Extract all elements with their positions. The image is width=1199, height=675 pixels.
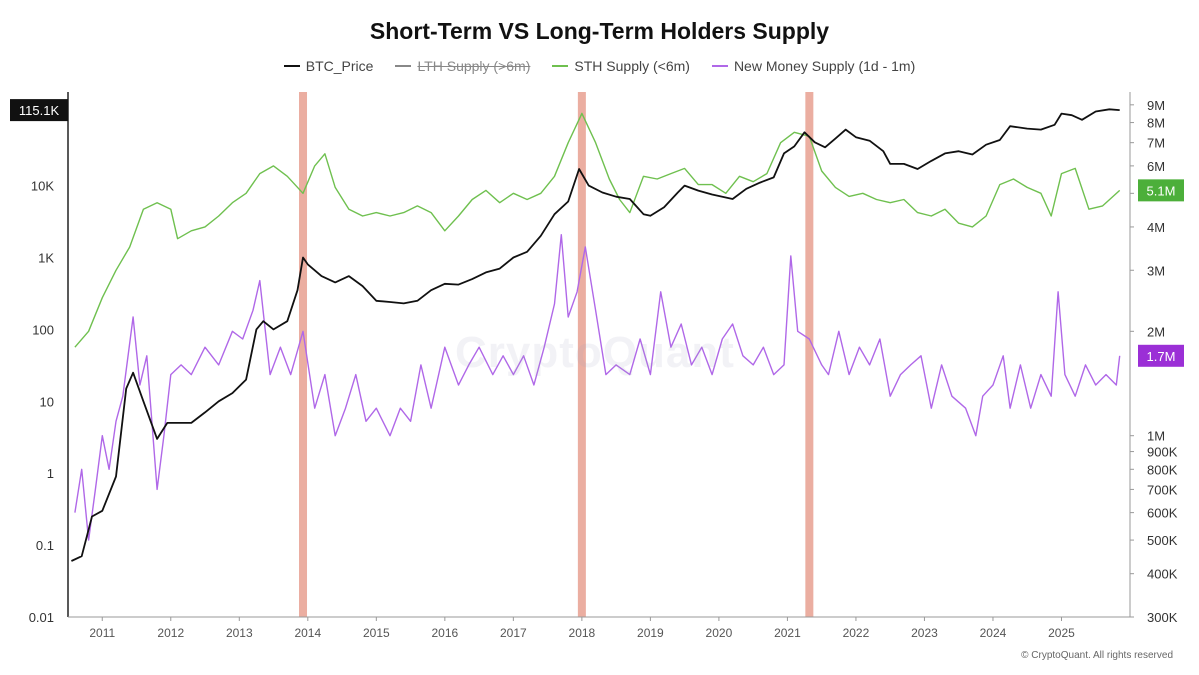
- chart-title: Short-Term VS Long-Term Holders Supply: [369, 18, 830, 44]
- y-right-tick-label: 7M: [1147, 136, 1165, 151]
- series-line: [74, 112, 1121, 348]
- legend-item[interactable]: LTH Supply (>6m): [395, 58, 530, 74]
- x-tick-label: 2015: [363, 626, 390, 640]
- btc-price-badge-label: 115.1K: [19, 103, 60, 118]
- y-right-tick-label: 9M: [1147, 98, 1165, 113]
- y-left-tick-label: 10: [40, 394, 54, 409]
- right-value-badge: [1138, 179, 1184, 202]
- right-value-badge-label: 1.7M: [1147, 349, 1176, 364]
- x-tick-label: 2011: [89, 626, 115, 640]
- y-right-tick-label: 8M: [1147, 116, 1165, 131]
- y-right-tick-label: 4M: [1147, 220, 1165, 235]
- y-right-tick-label: 6M: [1147, 159, 1165, 174]
- series-line: [74, 233, 1121, 541]
- legend-swatch: [552, 65, 569, 67]
- x-tick-label: 2012: [157, 626, 184, 640]
- y-right-tick-label: 300K: [1147, 610, 1178, 625]
- axes: 0.01 0.1 1 10 100 1K 10K 300K 400K 500K 600K 700K 80…: [29, 92, 1178, 640]
- legend-label: BTC_Price: [305, 58, 374, 74]
- y-left-tick-label: 1K: [38, 250, 54, 265]
- x-tick-label: 2020: [706, 626, 733, 640]
- x-tick-label: 2019: [637, 626, 664, 640]
- x-tick-label: 2016: [431, 626, 458, 640]
- copyright-notice: © CryptoQuant. All rights reserved: [1021, 650, 1173, 661]
- legend-swatch: [395, 65, 412, 67]
- x-tick-label: 2024: [980, 626, 1007, 640]
- right-value-badge-label: 5.1M: [1147, 183, 1176, 198]
- y-right-tick-label: 2M: [1147, 324, 1165, 339]
- x-tick-label: 2023: [911, 626, 938, 640]
- legend-swatch: [283, 65, 300, 67]
- y-right-tick-label: 400K: [1147, 567, 1178, 582]
- y-left-tick-label: 0.1: [36, 538, 54, 553]
- right-value-badge: [1138, 344, 1184, 367]
- y-right-tick-label: 900K: [1147, 445, 1178, 460]
- x-tick-label: 2017: [500, 626, 527, 640]
- legend-swatch: [711, 65, 728, 67]
- value-badges: 115.1K 5.1M 1.7M: [10, 99, 1184, 367]
- legend-label: New Money Supply (1d - 1m): [733, 58, 916, 74]
- y-left-tick-label: 1: [47, 466, 54, 481]
- highlight-band: [299, 92, 308, 617]
- x-tick-label: 2018: [569, 626, 596, 640]
- x-tick-label: 2022: [843, 626, 870, 640]
- x-tick-label: 2014: [294, 626, 321, 640]
- y-left-tick-label: 100: [32, 322, 54, 337]
- highlight-band: [805, 92, 814, 617]
- x-tick-label: 2021: [774, 626, 801, 640]
- legend-label: LTH Supply (>6m): [417, 58, 531, 74]
- highlight-bands: [299, 92, 814, 617]
- legend-item[interactable]: New Money Supply (1d - 1m): [711, 58, 916, 74]
- y-left-tick-label: 10K: [31, 179, 54, 194]
- legend-item[interactable]: STH Supply (<6m): [552, 58, 690, 74]
- highlight-band: [577, 92, 586, 617]
- x-tick-label: 2013: [226, 626, 253, 640]
- y-right-tick-label: 800K: [1147, 462, 1178, 477]
- y-right-tick-label: 700K: [1147, 482, 1178, 497]
- legend-item[interactable]: BTC_Price: [283, 58, 374, 74]
- y-right-tick-label: 500K: [1147, 533, 1178, 548]
- legend: BTC_Price LTH Supply (>6m) STH Supply (<6m…: [0, 58, 1199, 74]
- btc-price-badge: [10, 99, 68, 122]
- x-tick-label: 2025: [1048, 626, 1075, 640]
- series-line: [71, 108, 1120, 562]
- series-lines: [71, 108, 1121, 562]
- legend-label: STH Supply (<6m): [574, 58, 690, 74]
- y-left-tick-label: 0.01: [29, 610, 54, 625]
- y-right-tick-label: 600K: [1147, 506, 1178, 521]
- y-right-tick-label: 3M: [1147, 263, 1165, 278]
- watermark: CryptoQuant: [455, 328, 735, 377]
- y-right-tick-label: 1M: [1147, 429, 1165, 444]
